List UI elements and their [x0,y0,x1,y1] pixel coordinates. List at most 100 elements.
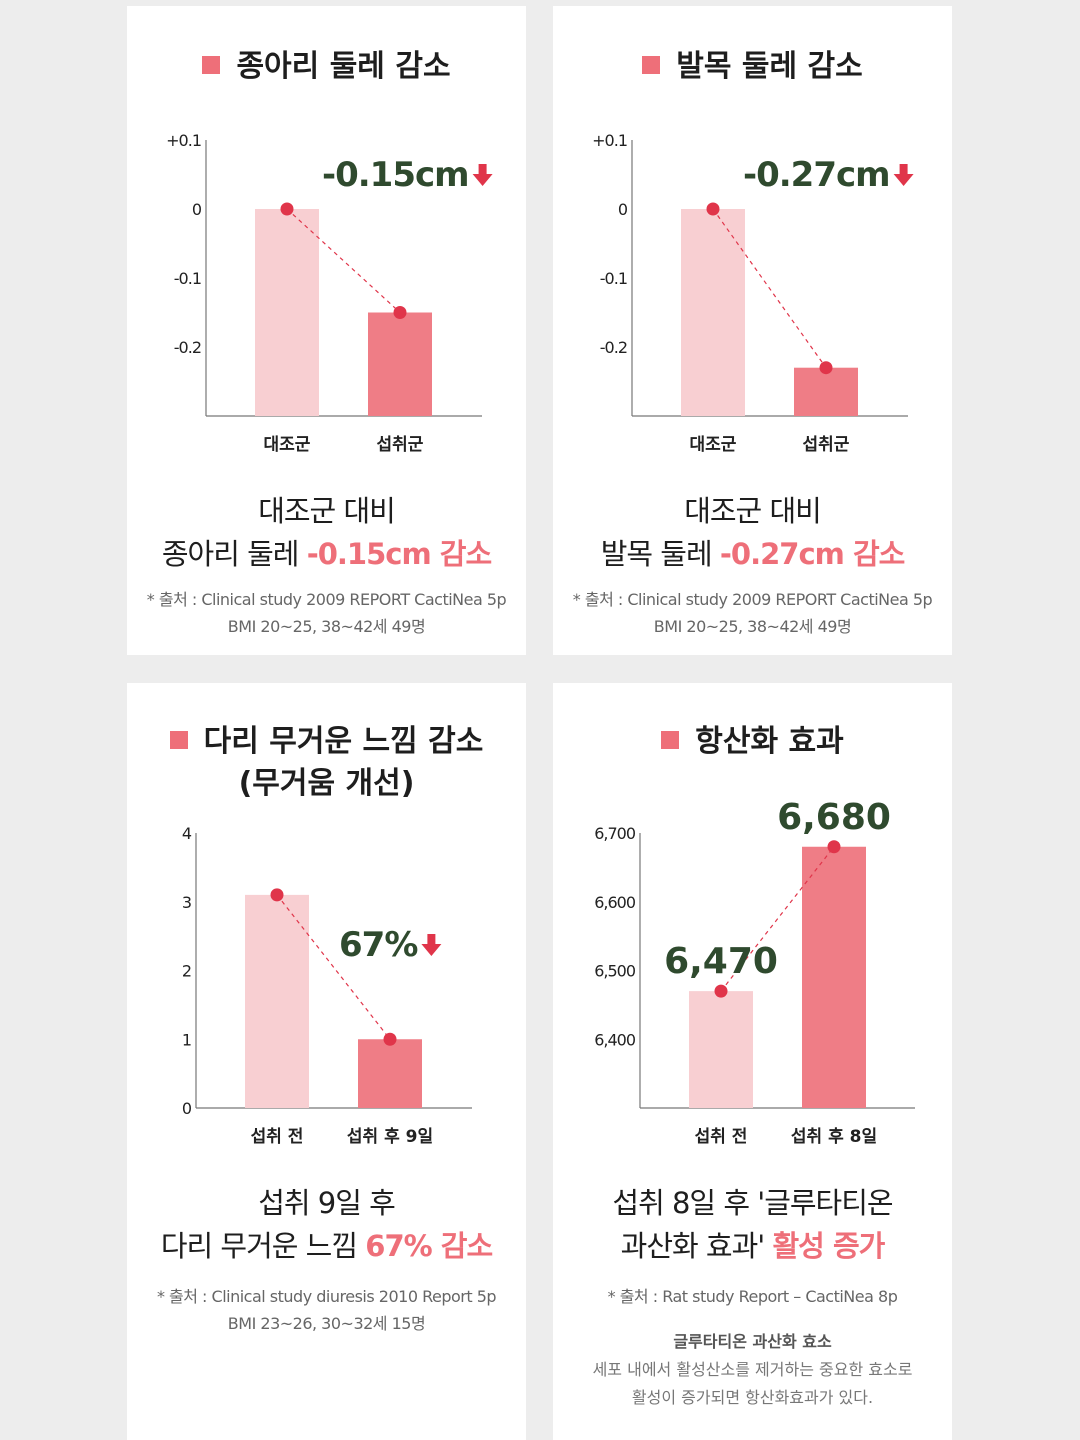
note-line-2: 활성이 증가되면 항산화효과가 있다. [631,1388,874,1407]
card-title-text: 발목 둘레 감소 [676,49,863,84]
source-line-1: * 출처 : Clinical study 2009 REPORT CactiN… [146,590,507,609]
summary-accent: -0.27cm 감소 [719,537,905,571]
reduction-callout: -0.27cm [743,155,890,195]
summary-line-1: 대조군 대비 [258,494,396,528]
title-square-icon [661,731,680,749]
x-tick-label: 대조군 [690,435,737,455]
y-tick-label: 1 [182,1030,191,1049]
summary-line-2-prefix: 과산화 효과' [620,1229,773,1263]
card-summary: 섭취 9일 후 다리 무거운 느낌 67% 감소 [127,1182,526,1268]
x-tick-label: 대조군 [264,435,311,455]
title-square-icon [202,56,221,74]
card-title: 항산화 효과 [553,721,952,763]
x-tick-label: 섭취군 [803,434,850,455]
x-tick-label: 섭취 후 9일 [347,1126,433,1147]
summary-line-1: 섭취 9일 후 [258,1186,396,1220]
y-tick-label: 2 [182,962,191,981]
source-note: * 출처 : Clinical study 2009 REPORT CactiN… [127,586,526,640]
down-arrow-icon [421,934,442,956]
y-tick-label: +0.1 [166,131,201,150]
title-square-icon [642,56,661,74]
card-title-text: 종아리 둘레 감소 [236,49,451,84]
card-summary: 대조군 대비 종아리 둘레 -0.15cm 감소 [127,490,526,576]
card-title: 종아리 둘레 감소 [127,46,526,88]
card-summary: 섭취 8일 후 '글루타티온 과산화 효과' 활성 증가 [553,1182,952,1268]
bar [794,367,858,416]
y-tick-label: 0 [618,200,628,219]
x-tick-label: 섭취 후 8일 [791,1126,877,1147]
y-tick-label: -0.1 [600,269,627,288]
source-line-2: BMI 20~25, 38~42세 49명 [227,617,426,636]
summary-line-2: 발목 둘레 -0.27cm 감소 [553,533,952,576]
bar [689,991,753,1108]
data-point [270,888,284,902]
source-line-1: * 출처 : Rat study Report – CactiNea 8p [607,1287,898,1306]
trend-connector [712,208,827,369]
summary-line-1: 섭취 8일 후 '글루타티온 [612,1186,893,1220]
note-title: 글루타티온 과산화 효소 [673,1332,832,1351]
summary-line-2: 다리 무거운 느낌 67% 감소 [127,1225,526,1268]
card-title: 발목 둘레 감소 [553,46,952,88]
summary-line-2-prefix: 다리 무거운 느낌 [160,1229,366,1263]
enzyme-note: 글루타티온 과산화 효소 세포 내에서 활성산소를 제거하는 중요한 효소로 활… [553,1328,952,1412]
antioxidant-chart: 6,700 6,600 6,500 6,400 섭취 전 섭취 후 8일 6,470 6,68… [594,797,915,1147]
source-line-2: BMI 20~25, 38~42세 49명 [653,617,852,636]
bar [368,312,432,416]
bar [681,209,745,416]
leg-heaviness-card: 다리 무거운 느낌 감소 (무거움 개선) 4 3 2 1 0 섭취 전 섭취 후 9일 67… [127,683,526,1440]
data-point [280,202,294,216]
ankle-circumference-card: 발목 둘레 감소 +0.1 0 -0.1 -0.2 대조군 섭취군 -0.27cm 대조군 … [553,6,952,655]
y-tick-label: 4 [182,824,192,843]
card-title-text: 다리 무거운 느낌 감소 [203,724,484,759]
down-arrow-icon [893,164,914,186]
y-tick-label: -0.2 [174,338,201,357]
summary-accent: -0.15cm 감소 [306,537,492,571]
value-label: 6,470 [664,941,778,982]
antioxidant-card: 항산화 효과 6,700 6,600 6,500 6,400 섭취 전 섭취 후 8일 6,… [553,683,952,1440]
trend-connector [276,894,391,1040]
y-tick-label: 6,700 [594,824,636,843]
leg-heaviness-chart: 4 3 2 1 0 섭취 전 섭취 후 9일 67% [182,824,472,1147]
reduction-callout: 67% [339,925,417,965]
summary-line-1: 대조군 대비 [684,494,822,528]
x-tick-label: 섭취 전 [251,1126,304,1147]
y-tick-label: 0 [182,1099,192,1118]
y-tick-label: 6,400 [594,1030,636,1049]
x-tick-label: 섭취군 [377,434,424,455]
trend-connector [720,846,835,992]
calf-circumference-card: 종아리 둘레 감소 +0.1 0 -0.1 -0.2 대조군 섭취군 -0.15cm 대조군… [127,6,526,655]
y-tick-label: 3 [182,893,191,912]
source-line-1: * 출처 : Clinical study 2009 REPORT CactiN… [572,590,933,609]
trend-connector [286,208,401,313]
summary-accent: 67% 감소 [365,1229,493,1263]
source-note: * 출처 : Clinical study 2009 REPORT CactiN… [553,586,952,640]
ankle-chart: +0.1 0 -0.1 -0.2 대조군 섭취군 -0.27cm [592,131,914,455]
summary-line-2-prefix: 발목 둘레 [600,537,720,571]
card-title: 다리 무거운 느낌 감소 (무거움 개선) [127,721,526,805]
calf-chart: +0.1 0 -0.1 -0.2 대조군 섭취군 -0.15cm [166,131,493,455]
summary-accent: 활성 증가 [772,1229,885,1263]
note-line-1: 세포 내에서 활성산소를 제거하는 중요한 효소로 [592,1360,913,1379]
y-tick-label: +0.1 [592,131,627,150]
data-point [827,840,841,854]
card-title-text: 항산화 효과 [695,724,844,759]
summary-line-2: 종아리 둘레 -0.15cm 감소 [127,533,526,576]
y-tick-label: 6,600 [594,893,636,912]
source-note: * 출처 : Rat study Report – CactiNea 8p [553,1283,952,1310]
bar [255,209,319,416]
bar [245,894,309,1108]
down-arrow-icon [472,164,493,186]
source-note: * 출처 : Clinical study diuresis 2010 Repo… [127,1283,526,1337]
bar [358,1039,422,1108]
source-line-2: BMI 23~26, 30~32세 15명 [227,1314,426,1333]
data-point [706,202,720,216]
reduction-callout: -0.15cm [322,155,469,195]
data-point [714,984,728,998]
bar [802,846,866,1108]
source-line-1: * 출처 : Clinical study diuresis 2010 Repo… [156,1287,497,1306]
title-square-icon [169,731,188,749]
y-tick-label: 6,500 [594,962,636,981]
value-label: 6,680 [777,797,891,838]
summary-line-2: 과산화 효과' 활성 증가 [553,1225,952,1268]
y-tick-label: -0.2 [600,338,627,357]
